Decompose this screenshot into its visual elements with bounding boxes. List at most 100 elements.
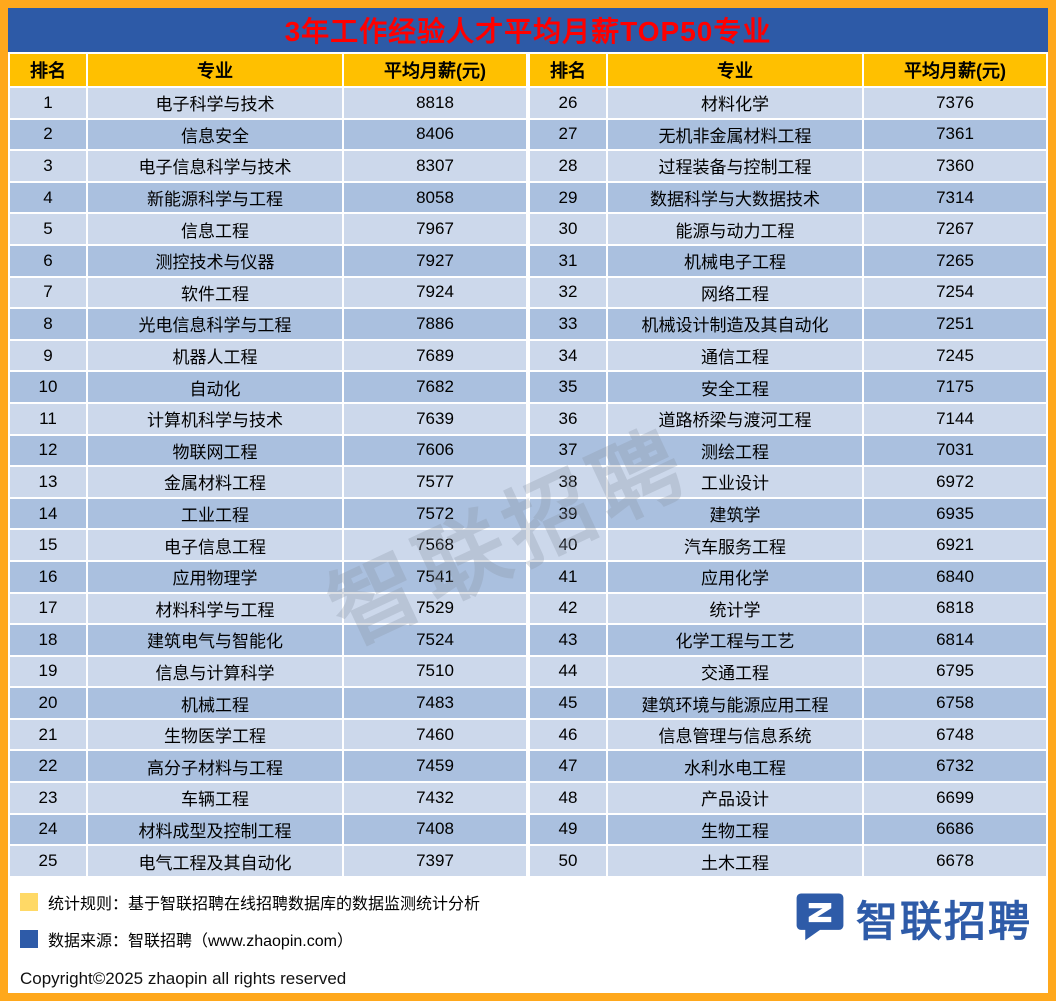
rank-cell: 39 [530,498,606,529]
major-cell: 数据科学与大数据技术 [608,182,862,213]
major-cell: 电子信息工程 [88,530,342,560]
salary-cell: 8818 [344,88,526,118]
table-row: 18 建筑电气与智能化 7524 [10,625,526,655]
rank-cell: 32 [530,277,606,308]
major-cell: 测绘工程 [608,435,862,466]
legend-source-text: 数据来源：智联招聘（www.zhaopin.com） [48,932,353,950]
rank-cell: 3 [10,151,86,181]
rank-cell: 18 [10,625,86,655]
table-row: 27 无机非金属材料工程 7361 [530,119,1046,150]
salary-cell: 6921 [864,530,1046,560]
table-row: 25 电气工程及其自动化 7397 [10,846,526,876]
table-row: 26 材料化学 7376 [530,88,1046,118]
rank-cell: 17 [10,593,86,624]
table-row: 34 通信工程 7245 [530,340,1046,371]
major-cell: 电子科学与技术 [88,88,342,118]
rank-cell: 5 [10,214,86,244]
rank-cell: 40 [530,530,606,560]
salary-cell: 7360 [864,151,1046,181]
salary-cell: 6935 [864,498,1046,529]
salary-cell: 7510 [344,656,526,687]
major-cell: 信息安全 [88,119,342,150]
salary-cell: 7606 [344,435,526,466]
rank-cell: 15 [10,530,86,560]
rank-cell: 4 [10,182,86,213]
table-row: 1 电子科学与技术 8818 [10,88,526,118]
salary-cell: 7689 [344,340,526,371]
salary-cell: 6818 [864,593,1046,624]
table-row: 14 工业工程 7572 [10,498,526,529]
table-row: 47 水利水电工程 6732 [530,751,1046,782]
major-cell: 能源与动力工程 [608,214,862,244]
salary-cell: 7483 [344,688,526,718]
major-cell: 信息管理与信息系统 [608,719,862,750]
legend-data-source: 数据来源：智联招聘（www.zhaopin.com） [20,927,1034,951]
salary-cell: 6972 [864,467,1046,497]
rank-cell: 7 [10,277,86,308]
rank-cell: 50 [530,846,606,876]
header-major: 专业 [608,54,862,86]
rank-cell: 49 [530,814,606,845]
rank-cell: 42 [530,593,606,624]
major-cell: 机械电子工程 [608,245,862,276]
major-cell: 应用化学 [608,561,862,592]
major-cell: 机械工程 [88,688,342,718]
rank-cell: 9 [10,340,86,371]
copyright-text: Copyright©2025 zhaopin all rights reserv… [20,968,347,988]
rank-cell: 12 [10,435,86,466]
salary-cell: 7682 [344,372,526,402]
header-rank: 排名 [530,54,606,86]
rank-cell: 46 [530,719,606,750]
rank-cell: 37 [530,435,606,466]
salary-cell: 7927 [344,245,526,276]
table-row: 50 土木工程 6678 [530,846,1046,876]
major-cell: 建筑学 [608,498,862,529]
major-cell: 金属材料工程 [88,467,342,497]
table-row: 19 信息与计算科学 7510 [10,656,526,687]
major-cell: 交通工程 [608,656,862,687]
salary-cell: 7541 [344,561,526,592]
table-row: 9 机器人工程 7689 [10,340,526,371]
rank-cell: 31 [530,245,606,276]
table-row: 2 信息安全 8406 [10,119,526,150]
table-row: 24 材料成型及控制工程 7408 [10,814,526,845]
table-row: 48 产品设计 6699 [530,783,1046,813]
salary-cell: 6686 [864,814,1046,845]
zhaopin-logo: 智联招聘 [794,888,1032,949]
rank-cell: 35 [530,372,606,402]
rank-cell: 38 [530,467,606,497]
major-cell: 软件工程 [88,277,342,308]
major-cell: 产品设计 [608,783,862,813]
table-row: 44 交通工程 6795 [530,656,1046,687]
rank-cell: 29 [530,182,606,213]
page-title: 3年工作经验人才平均月薪TOP50专业 [8,8,1048,52]
table-row: 37 测绘工程 7031 [530,435,1046,466]
table-row: 30 能源与动力工程 7267 [530,214,1046,244]
salary-cell: 6840 [864,561,1046,592]
salary-cell: 7267 [864,214,1046,244]
salary-table-right: 排名 专业 平均月薪(元) 26 材料化学 7376 27 无机非金属材料工程 7361 2… [528,52,1048,878]
salary-cell: 7459 [344,751,526,782]
rank-cell: 21 [10,719,86,750]
blue-swatch-icon [20,929,38,948]
salary-cell: 7144 [864,403,1046,434]
salary-cell: 7251 [864,309,1046,339]
salary-cell: 7245 [864,340,1046,371]
header-salary: 平均月薪(元) [864,54,1046,86]
table-row: 39 建筑学 6935 [530,498,1046,529]
salary-cell: 7529 [344,593,526,624]
salary-cell: 7175 [864,372,1046,402]
salary-cell: 7460 [344,719,526,750]
header-rank: 排名 [10,54,86,86]
major-cell: 材料化学 [608,88,862,118]
major-cell: 电子信息科学与技术 [88,151,342,181]
major-cell: 车辆工程 [88,783,342,813]
salary-cell: 6748 [864,719,1046,750]
rank-cell: 28 [530,151,606,181]
major-cell: 道路桥梁与渡河工程 [608,403,862,434]
major-cell: 物联网工程 [88,435,342,466]
rank-cell: 30 [530,214,606,244]
table-row: 38 工业设计 6972 [530,467,1046,497]
salary-cell: 6814 [864,625,1046,655]
major-cell: 网络工程 [608,277,862,308]
